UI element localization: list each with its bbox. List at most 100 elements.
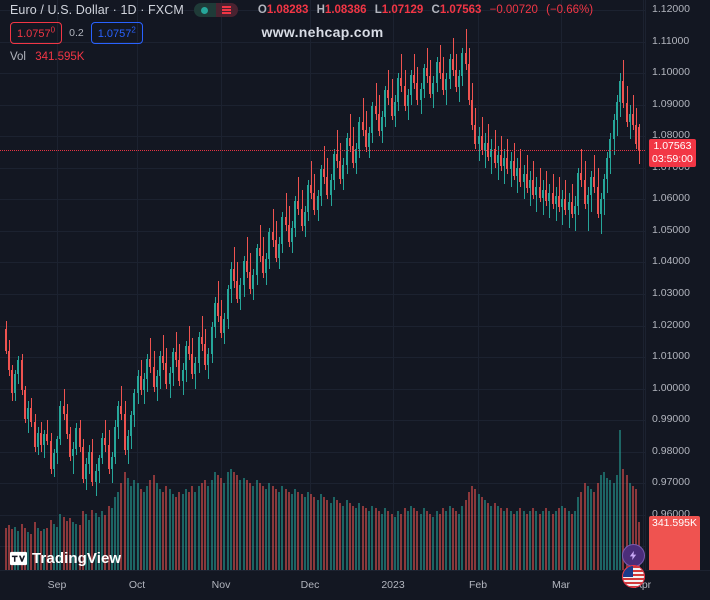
candle-wick [572, 183, 573, 219]
change-value: −0.00720 [489, 4, 538, 16]
ohlc-values: O1.08283 H1.08386 L1.07129 C1.07563 −0.0… [258, 4, 598, 16]
candle-body [503, 158, 505, 167]
candle-wick [504, 148, 505, 184]
volume-bar [246, 480, 248, 570]
candle-body [124, 413, 126, 451]
volume-row: Vol 341.595K [0, 44, 645, 63]
candle-body [82, 447, 84, 479]
volume-bar [375, 508, 377, 570]
candle-wick [202, 316, 203, 351]
time-axis-label: Nov [211, 579, 231, 591]
price-axis-label: 1.03000 [652, 287, 690, 299]
candle-body [465, 52, 467, 64]
volume-bar [564, 508, 566, 570]
candle-wick [105, 420, 106, 452]
candle-body [233, 268, 235, 282]
time-axis-label: 2023 [381, 579, 405, 591]
candle-wick [527, 155, 528, 193]
time-axis[interactable]: SepOctNovDec2023FebMarApr [0, 570, 710, 600]
candle-body [497, 155, 499, 164]
volume-bar [285, 488, 287, 570]
candle-body [513, 161, 515, 176]
price-axis-label: 0.98000 [652, 444, 690, 457]
volume-bar [156, 483, 158, 570]
candle-wick [247, 237, 248, 279]
candle-wick [121, 385, 122, 421]
candle-body [416, 82, 418, 100]
candle-body [449, 58, 451, 80]
candle-body [616, 101, 618, 121]
candle-wick [163, 335, 164, 370]
candle-body [506, 158, 508, 170]
bid-price-badge[interactable]: 1.07570 [10, 22, 63, 45]
volume-bar [143, 491, 145, 570]
lightning-bolt-icon[interactable] [622, 544, 645, 567]
volume-bar [140, 488, 142, 570]
current-price-line [0, 150, 645, 151]
volume-bar [159, 488, 161, 570]
candle-body [516, 167, 518, 176]
volume-bar [568, 511, 570, 570]
candle-body [400, 77, 402, 86]
volume-bar [24, 528, 26, 570]
candle-body [432, 82, 434, 94]
candle-body [291, 227, 293, 242]
candle-body [632, 114, 634, 126]
candle-body [394, 101, 396, 116]
candle-body [368, 133, 370, 148]
volume-bar [613, 483, 615, 570]
candle-body [346, 137, 348, 165]
candle-wick [511, 152, 512, 187]
candle-body [294, 200, 296, 228]
volume-bar [291, 494, 293, 570]
volume-bar [82, 511, 84, 570]
gridline [561, 0, 562, 570]
candle-body [252, 275, 254, 290]
volume-bar [465, 500, 467, 570]
market-status-pills[interactable] [193, 3, 238, 17]
candle-body [323, 169, 325, 178]
candle-body [580, 172, 582, 181]
candle-wick [498, 145, 499, 181]
high-value: 1.08386 [324, 4, 367, 16]
tradingview-logo[interactable]: TradingView [10, 550, 121, 567]
candle-body [555, 196, 557, 205]
volume-bar [50, 519, 52, 570]
candle-body [59, 406, 61, 440]
candle-wick [234, 246, 235, 288]
us-flag-icon[interactable] [622, 565, 645, 588]
ask-price-badge[interactable]: 1.07572 [90, 22, 143, 45]
volume-bar [43, 529, 45, 570]
candle-body [297, 200, 299, 209]
candle-body [429, 76, 431, 94]
volume-bar [365, 508, 367, 570]
candle-wick [488, 123, 489, 162]
volume-bar [597, 483, 599, 570]
gridline [0, 42, 645, 43]
chart-plot-area[interactable] [0, 0, 645, 570]
volume-bar [352, 505, 354, 570]
volume-bar [265, 488, 267, 570]
candle-body [149, 358, 151, 367]
candle-wick [311, 161, 312, 200]
volume-bar [420, 514, 422, 570]
candle-body [381, 117, 383, 132]
candle-wick [453, 38, 454, 77]
candle-body [375, 106, 377, 115]
volume-bar [426, 511, 428, 570]
gridline [310, 0, 311, 570]
candle-body [330, 180, 332, 195]
candle-body [262, 256, 264, 274]
symbol-title[interactable]: Euro / U.S. Dollar · 1D · FXCM [10, 3, 184, 17]
volume-bar [523, 511, 525, 570]
volume-bar [268, 483, 270, 570]
candle-body [137, 376, 139, 394]
candle-body [178, 360, 180, 381]
candle-body [397, 77, 399, 102]
gridline [643, 0, 644, 570]
volume-bar [146, 486, 148, 570]
price-axis[interactable]: 1.120001.110001.100001.090001.080001.070… [645, 0, 710, 600]
candle-body [378, 114, 380, 132]
candle-body [207, 353, 209, 365]
candle-body [256, 248, 258, 276]
